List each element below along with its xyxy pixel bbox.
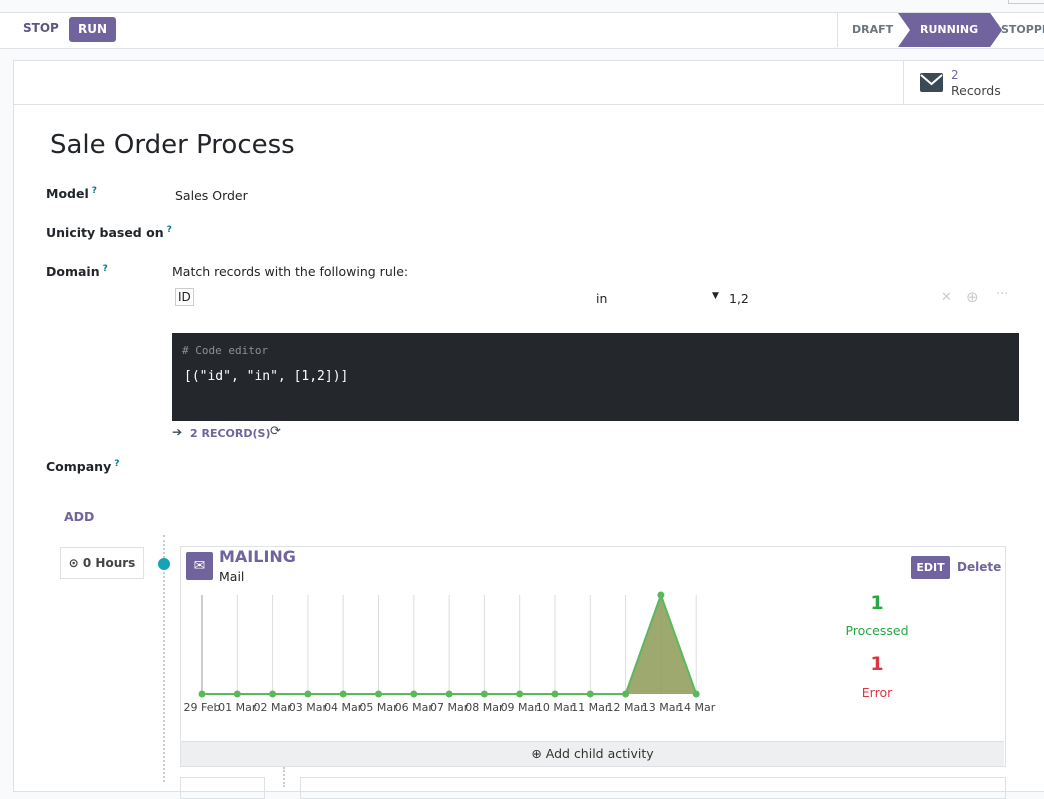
x-tick-label: 12 Mar: [606, 701, 645, 714]
help-marker[interactable]: ?: [166, 225, 172, 235]
clock-icon: ⊙: [68, 556, 83, 570]
run-button[interactable]: RUN: [69, 17, 116, 42]
processed-count: 1: [870, 592, 884, 614]
data-point: [657, 591, 665, 599]
data-point: [692, 690, 700, 698]
x-tick-label: 11 Mar: [571, 701, 610, 714]
arrow-icon: ➔: [172, 425, 183, 439]
edit-button[interactable]: EDIT: [911, 556, 950, 579]
data-point: [622, 690, 630, 698]
separator: [837, 13, 838, 47]
next-trigger-box: [180, 777, 265, 799]
x-tick-label: 13 Mar: [642, 701, 681, 714]
x-tick-label: 07 Mar: [430, 701, 469, 714]
x-tick-label: 29 Feb: [184, 701, 221, 714]
activity-name: MAILING: [219, 547, 296, 566]
trigger-box: ⊙ 0 Hours: [60, 547, 144, 579]
button-box-border: [14, 104, 1044, 105]
data-point: [339, 690, 347, 698]
data-point: [586, 690, 594, 698]
help-marker[interactable]: ?: [91, 186, 97, 196]
x-tick-label: 03 Mar: [289, 701, 328, 714]
error-label: Error: [861, 685, 893, 700]
timeline: [163, 535, 165, 782]
help-marker[interactable]: ?: [102, 264, 108, 274]
x-tick-label: 08 Mar: [465, 701, 504, 714]
field-label: Unicity based on?: [46, 225, 172, 241]
data-point: [410, 690, 418, 698]
status-stopped[interactable]: STOPPE: [1001, 23, 1044, 36]
processed-label: Processed: [845, 623, 909, 638]
x-tick-label: 04 Mar: [324, 701, 363, 714]
field-label: Model?: [46, 186, 97, 202]
field-label: Company?: [46, 459, 120, 475]
records-label[interactable]: Records: [951, 83, 1001, 98]
data-point: [480, 690, 488, 698]
delete-button[interactable]: Delete: [957, 560, 1002, 574]
data-point: [516, 690, 524, 698]
domain-field[interactable]: ID: [175, 288, 194, 306]
data-point: [198, 690, 206, 698]
activity-type: Mail: [219, 569, 245, 584]
plus-icon: ⊕: [531, 746, 546, 761]
data-point: [233, 690, 241, 698]
delete-icon[interactable]: ✕: [941, 290, 952, 305]
error-count: 1: [870, 653, 884, 675]
more-icon[interactable]: ···: [996, 287, 1009, 302]
timeline-dot: [158, 558, 170, 570]
records-count[interactable]: 2: [951, 68, 959, 82]
x-tick-label: 10 Mar: [536, 701, 575, 714]
caret: ▼: [712, 291, 719, 301]
code[interactable]: [("id", "in", [1,2])]: [184, 369, 349, 384]
code-editor[interactable]: [172, 333, 1019, 421]
control-bar: [0, 12, 1044, 49]
data-point: [551, 690, 559, 698]
status-running[interactable]: RUNNING: [898, 13, 1002, 47]
status-draft[interactable]: DRAFT: [852, 23, 894, 36]
domain-value[interactable]: 1,2: [729, 291, 749, 306]
envelope-icon: [920, 73, 943, 92]
data-point: [375, 690, 382, 698]
corner: [1008, 0, 1044, 4]
add-button[interactable]: ADD: [64, 509, 95, 524]
add-child-activity[interactable]: ⊕ Add child activity: [181, 741, 1004, 766]
stop-button[interactable]: STOP: [23, 21, 59, 35]
mail-icon: ✉: [186, 552, 213, 580]
timeline: [283, 767, 285, 787]
activity-card: [180, 546, 1006, 767]
button-box-border: [903, 61, 904, 104]
x-tick-label: 14 Mar: [677, 701, 716, 714]
x-tick-label: 02 Mar: [253, 701, 292, 714]
next-activity-card: [300, 777, 1006, 799]
domain-operator[interactable]: in: [596, 291, 608, 306]
field-label: Domain?: [46, 264, 108, 280]
data-point: [304, 690, 312, 698]
x-tick-label: 06 Mar: [395, 701, 434, 714]
data-point: [445, 690, 453, 698]
domain-intro: Match records with the following rule:: [172, 264, 409, 279]
help-marker[interactable]: ?: [114, 459, 120, 469]
x-tick-label: 05 Mar: [359, 701, 398, 714]
records-link[interactable]: 2 RECORD(S): [190, 427, 271, 440]
field-value: Sales Order: [175, 188, 248, 203]
data-point: [269, 690, 277, 698]
form-title: Sale Order Process: [50, 130, 295, 160]
refresh-icon[interactable]: ⟳: [270, 424, 281, 439]
x-tick-label: 09 Mar: [501, 701, 540, 714]
x-tick-label: 01 Mar: [218, 701, 257, 714]
add-icon[interactable]: ⊕: [966, 288, 979, 306]
area-fill: [202, 595, 697, 694]
code-comment: # Code editor: [182, 344, 269, 357]
